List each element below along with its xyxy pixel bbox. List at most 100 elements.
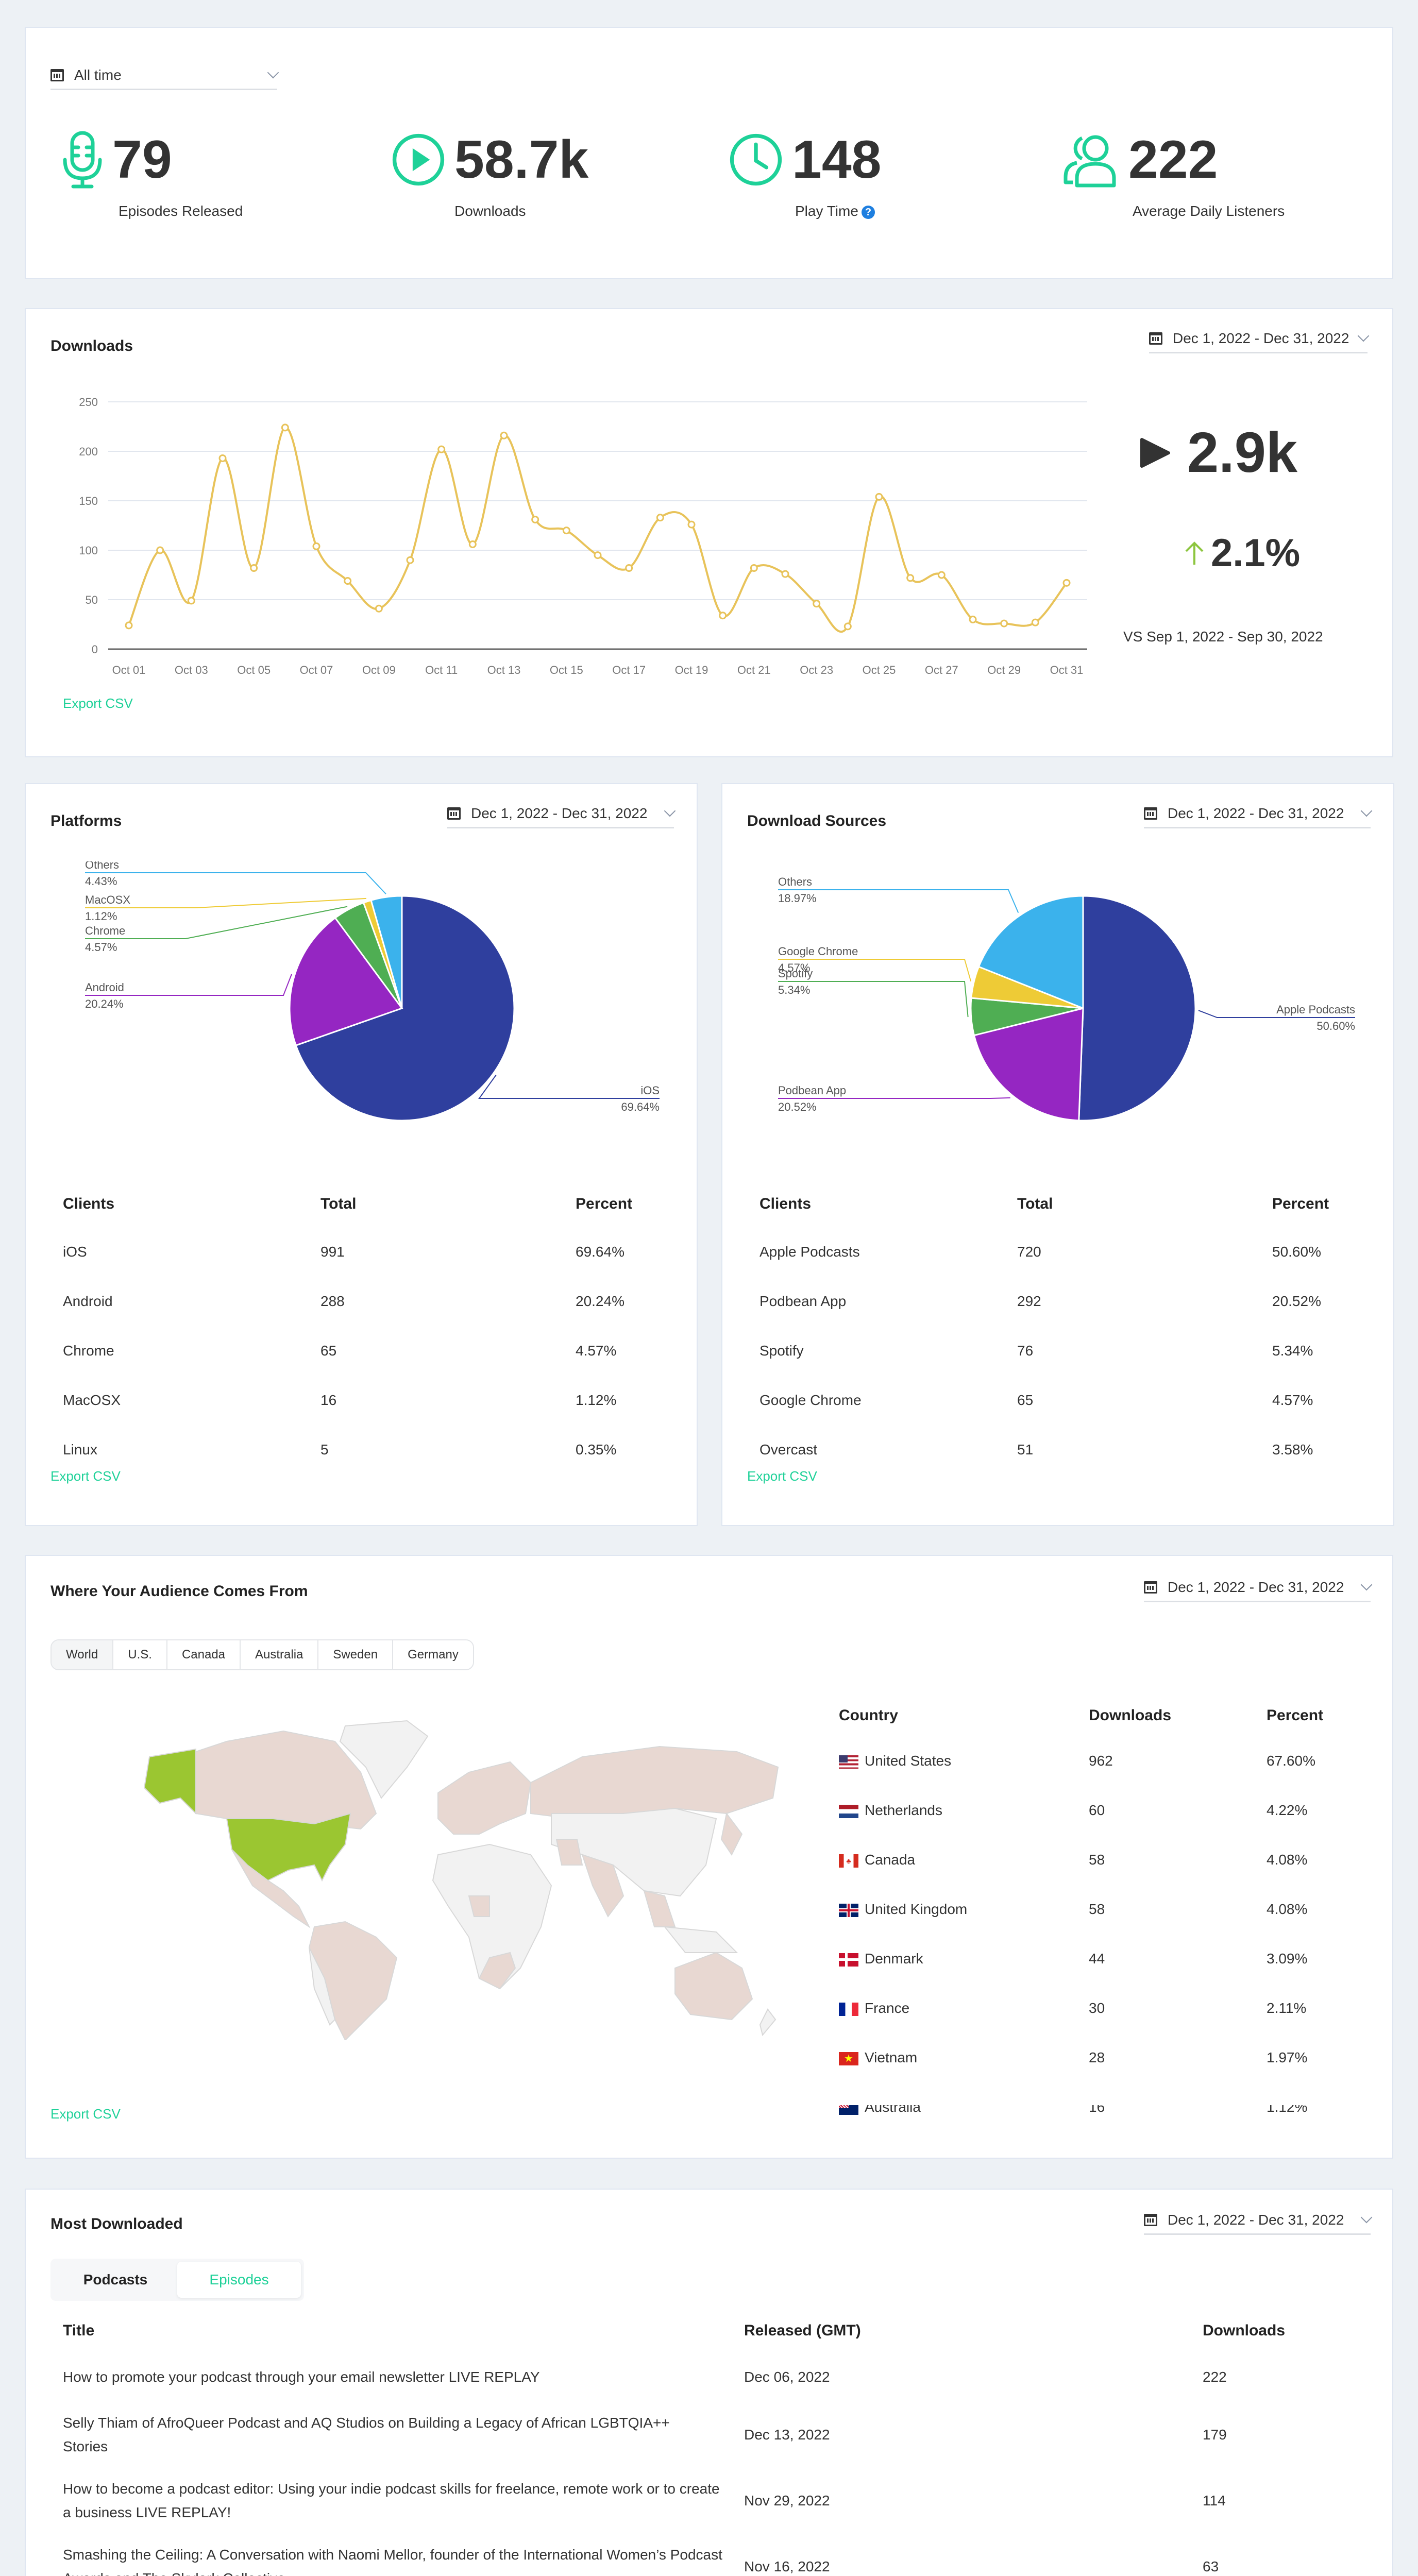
- country-name: United Kingdom: [865, 1901, 968, 1917]
- tab-sweden[interactable]: Sweden: [318, 1640, 394, 1669]
- table-row[interactable]: How to promote your podcast through your…: [63, 2369, 1227, 2385]
- svg-text:Oct 31: Oct 31: [1050, 664, 1084, 676]
- svg-text:0: 0: [92, 643, 98, 656]
- flag-us-icon: [839, 1755, 858, 1769]
- table-row[interactable]: How to become a podcast editor: Using yo…: [63, 2481, 1226, 2520]
- date-range-label: Dec 1, 2022 - Dec 31, 2022: [1173, 330, 1349, 346]
- tab-us[interactable]: U.S.: [113, 1640, 167, 1669]
- tab-world[interactable]: World: [52, 1640, 114, 1669]
- svg-text:250: 250: [79, 396, 98, 409]
- flag-nl-icon: [839, 1804, 858, 1818]
- calendar-icon: [1149, 332, 1162, 345]
- downloads-total: 2.9k: [1139, 420, 1297, 485]
- svg-text:Oct 13: Oct 13: [487, 664, 521, 676]
- table-row: Android 288 20.24%: [63, 1293, 624, 1309]
- stat-value: 58.7k: [454, 130, 589, 190]
- calendar-icon: [1144, 807, 1157, 820]
- svg-text:Oct 11: Oct 11: [425, 664, 458, 676]
- svg-text:Podbean App: Podbean App: [778, 1084, 846, 1097]
- country-name: Vietnam: [865, 2049, 918, 2065]
- sources-title: Download Sources: [747, 812, 887, 829]
- stat-value: 79: [112, 130, 172, 190]
- svg-text:1.12%: 1.12%: [85, 910, 117, 923]
- tab-germany[interactable]: Germany: [393, 1640, 473, 1669]
- table-row: Chrome 65 4.57%: [63, 1343, 617, 1359]
- most-downloaded-date-picker[interactable]: Dec 1, 2022 - Dec 31, 2022: [1144, 2206, 1373, 2235]
- downloads-change-value: 2.1%: [1211, 531, 1301, 575]
- svg-text:Oct 21: Oct 21: [737, 664, 771, 676]
- audience-date-picker[interactable]: Dec 1, 2022 - Dec 31, 2022: [1144, 1573, 1373, 1602]
- flag-gb-icon: [839, 1903, 858, 1917]
- downloads-title: Downloads: [50, 337, 133, 354]
- sources-table: Clients Total Percent Apple Podcasts 720 5…: [759, 1181, 1368, 1475]
- country-table: Country Downloads Percent United States 9…: [839, 1695, 1354, 2132]
- export-csv-link[interactable]: Export CSV: [50, 1468, 121, 1484]
- downloads-line-chart[interactable]: 0 50 100 150 200 250 Oct 01 Oct 03 Oct 05 Oct 07 O…: [46, 386, 1098, 706]
- country-name: Denmark: [865, 1951, 923, 1967]
- svg-text:iOS: iOS: [640, 1084, 660, 1097]
- svg-text:Oct 19: Oct 19: [675, 664, 708, 676]
- export-csv-link[interactable]: Export CSV: [747, 1468, 817, 1484]
- most-downloaded-title: Most Downloaded: [50, 2215, 183, 2232]
- svg-text:Apple Podcasts: Apple Podcasts: [1276, 1003, 1355, 1016]
- tab-canada[interactable]: Canada: [167, 1640, 241, 1669]
- flag-vn-icon: ★: [839, 2052, 858, 2065]
- table-row: MacOSX 16 1.12%: [63, 1392, 617, 1408]
- table-row: Apple Podcasts 720 50.60%: [759, 1244, 1321, 1260]
- tab-australia[interactable]: Australia: [241, 1640, 319, 1669]
- table-row[interactable]: Selly Thiam of AfroQueer Podcast and AQ …: [63, 2415, 1227, 2454]
- country-name: France: [865, 2000, 910, 2016]
- svg-text:20.52%: 20.52%: [778, 1100, 817, 1113]
- svg-text:Oct 15: Oct 15: [550, 664, 583, 676]
- svg-text:Oct 09: Oct 09: [362, 664, 396, 676]
- date-range-label: Dec 1, 2022 - Dec 31, 2022: [471, 805, 648, 821]
- chevron-down-icon: [1360, 2211, 1373, 2223]
- svg-text:100: 100: [79, 544, 98, 557]
- table-row: Overcast 51 3.58%: [759, 1442, 1313, 1458]
- svg-text:4.57%: 4.57%: [778, 961, 810, 974]
- export-csv-link[interactable]: Export CSV: [50, 2106, 121, 2122]
- svg-text:Oct 07: Oct 07: [300, 664, 333, 676]
- stat-label: Episodes Released: [119, 203, 243, 219]
- arrow-up-icon: [1185, 541, 1204, 565]
- table-row: iOS 991 69.64%: [63, 1244, 624, 1260]
- table-row: Podbean App 292 20.52%: [759, 1293, 1321, 1309]
- country-name: Canada: [865, 1852, 916, 1868]
- svg-text:MacOSX: MacOSX: [85, 893, 130, 906]
- svg-text:18.97%: 18.97%: [778, 892, 817, 905]
- date-range-label: Dec 1, 2022 - Dec 31, 2022: [1168, 2211, 1344, 2228]
- segment-episodes[interactable]: Episodes: [177, 2262, 301, 2298]
- svg-text:4.43%: 4.43%: [85, 875, 117, 888]
- svg-text:Google Chrome: Google Chrome: [778, 945, 858, 958]
- sources-pie-chart[interactable]: Apple Podcasts 50.60% Podbean App 20.52% Spo…: [722, 861, 1392, 1150]
- platforms-date-picker[interactable]: Dec 1, 2022 - Dec 31, 2022: [447, 800, 676, 828]
- chevron-down-icon: [1360, 805, 1373, 817]
- segment-podcasts[interactable]: Podcasts: [83, 2272, 148, 2287]
- table-header: Clients Total Percent: [63, 1195, 633, 1212]
- microphone-icon: [63, 131, 102, 189]
- svg-text:4.57%: 4.57%: [85, 941, 117, 954]
- svg-text:150: 150: [79, 495, 98, 507]
- summary-card: All time 79 Episodes Released 58.7k Down…: [25, 27, 1393, 279]
- chevron-down-icon: [1360, 1579, 1373, 1590]
- downloads-compare: VS Sep 1, 2022 - Sep 30, 2022: [1123, 629, 1323, 645]
- sources-date-picker[interactable]: Dec 1, 2022 - Dec 31, 2022: [1144, 800, 1373, 828]
- table-row: Google Chrome 65 4.57%: [759, 1392, 1313, 1408]
- all-time-selector[interactable]: All time: [50, 61, 279, 90]
- export-csv-link[interactable]: Export CSV: [63, 696, 133, 711]
- svg-text:Oct 17: Oct 17: [612, 664, 646, 676]
- play-circle-icon: [392, 133, 445, 186]
- platforms-pie-chart[interactable]: iOS 69.64% Android 20.24% Chrome 4.57% MacOSX 1…: [26, 861, 696, 1150]
- help-icon[interactable]: ?: [861, 205, 875, 219]
- play-icon: [1140, 437, 1170, 468]
- users-icon: [1064, 135, 1116, 188]
- world-map[interactable]: [119, 1710, 788, 2040]
- table-row[interactable]: Smashing the Ceiling: A Conversation wit…: [63, 2547, 1219, 2576]
- country-row: Australia 16 1.12%: [839, 2082, 1354, 2132]
- svg-text:Oct 27: Oct 27: [925, 664, 958, 676]
- svg-text:Oct 05: Oct 05: [237, 664, 271, 676]
- chevron-down-icon: [1357, 330, 1370, 342]
- downloads-date-picker[interactable]: Dec 1, 2022 - Dec 31, 2022: [1149, 325, 1370, 353]
- chevron-down-icon: [664, 805, 676, 817]
